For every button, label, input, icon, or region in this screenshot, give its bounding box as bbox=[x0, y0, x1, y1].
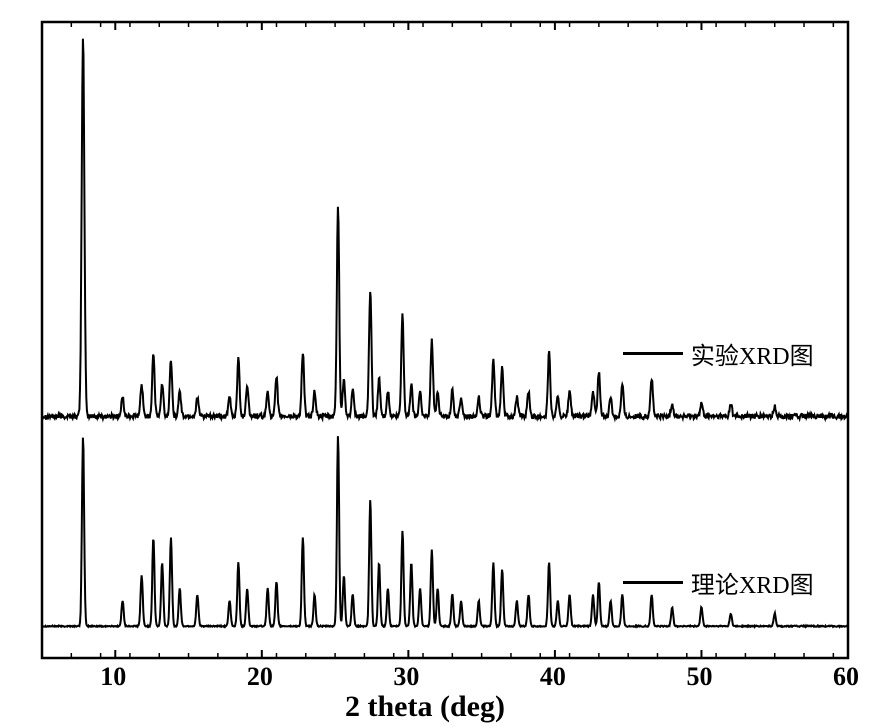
x-axis-label: 2 theta (deg) bbox=[345, 690, 505, 724]
legend-line bbox=[623, 352, 683, 355]
x-tick-label: 40 bbox=[540, 662, 566, 692]
legend-line bbox=[623, 581, 683, 584]
legend-label: 实验XRD图 bbox=[691, 336, 814, 371]
x-tick-label: 10 bbox=[100, 662, 126, 692]
x-tick-label: 20 bbox=[247, 662, 273, 692]
x-tick-label: 30 bbox=[393, 662, 419, 692]
x-tick-label: 60 bbox=[833, 662, 859, 692]
chart-container: 2 theta (deg) 10 20 30 40 50 60 实验XRD图理论XRD图 bbox=[0, 0, 885, 728]
x-tick-label: 50 bbox=[686, 662, 712, 692]
legend-label: 理论XRD图 bbox=[691, 565, 814, 600]
